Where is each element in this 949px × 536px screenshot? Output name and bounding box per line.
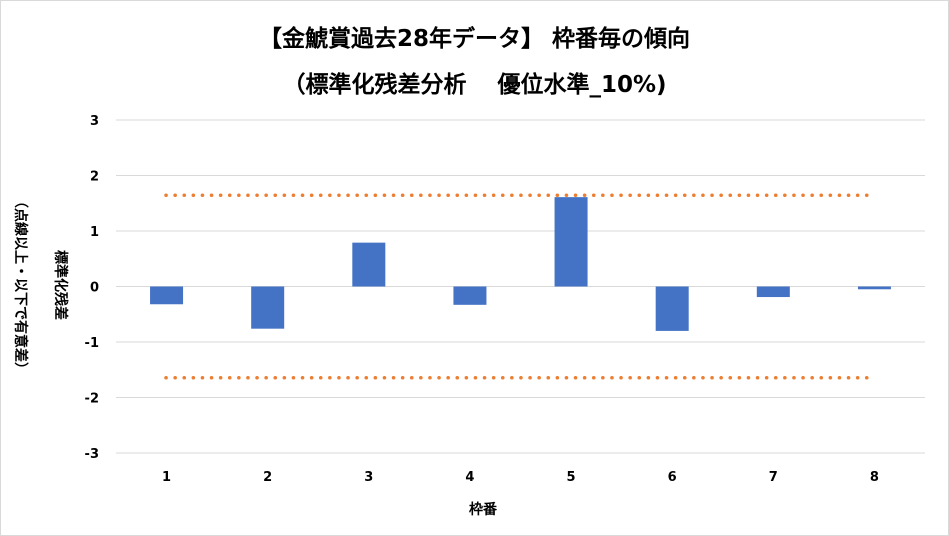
y-tick-label: 1: [90, 225, 99, 240]
bar: [453, 286, 487, 305]
y-axis-ticks: 3 2 1 0 -1 -2 -3: [85, 114, 99, 462]
y-axis-label-note: （点線以上・以下で有意差）: [12, 194, 29, 376]
bars: [150, 197, 891, 331]
x-tick-label: 5: [567, 470, 576, 485]
y-tick-label: -3: [85, 447, 99, 462]
y-axis-label: 標準化残差 （点線以上・以下で有意差）: [12, 194, 69, 376]
bar: [251, 286, 285, 329]
chart-title: 【金鯱賞過去28年データ】 枠番毎の傾向: [258, 26, 690, 52]
gridlines: [116, 119, 925, 454]
y-tick-label: 2: [90, 170, 99, 185]
x-axis-ticks: 1 2 3 4 5 6 7 8: [162, 470, 879, 485]
bar: [756, 286, 790, 298]
x-tick-label: 6: [668, 470, 677, 485]
bar: [352, 242, 386, 287]
chart-subtitle: （標準化残差分析 優位水準_10%): [282, 72, 667, 98]
x-axis-label: 枠番: [469, 501, 498, 518]
y-axis-label-main: 標準化残差: [52, 250, 69, 320]
x-tick-label: 8: [870, 470, 879, 485]
y-tick-label: 3: [90, 114, 99, 129]
bar: [857, 286, 891, 290]
bar: [554, 197, 588, 287]
y-tick-label: -1: [85, 336, 99, 351]
x-tick-label: 1: [162, 470, 171, 485]
y-tick-label: 0: [90, 281, 99, 296]
x-tick-label: 4: [465, 470, 474, 485]
x-tick-label: 7: [769, 470, 778, 485]
significance-threshold-lines: [164, 193, 877, 380]
y-tick-label: -2: [85, 392, 99, 407]
bar: [655, 286, 689, 331]
x-tick-label: 3: [364, 470, 373, 485]
x-tick-label: 2: [263, 470, 272, 485]
bar: [150, 286, 184, 305]
